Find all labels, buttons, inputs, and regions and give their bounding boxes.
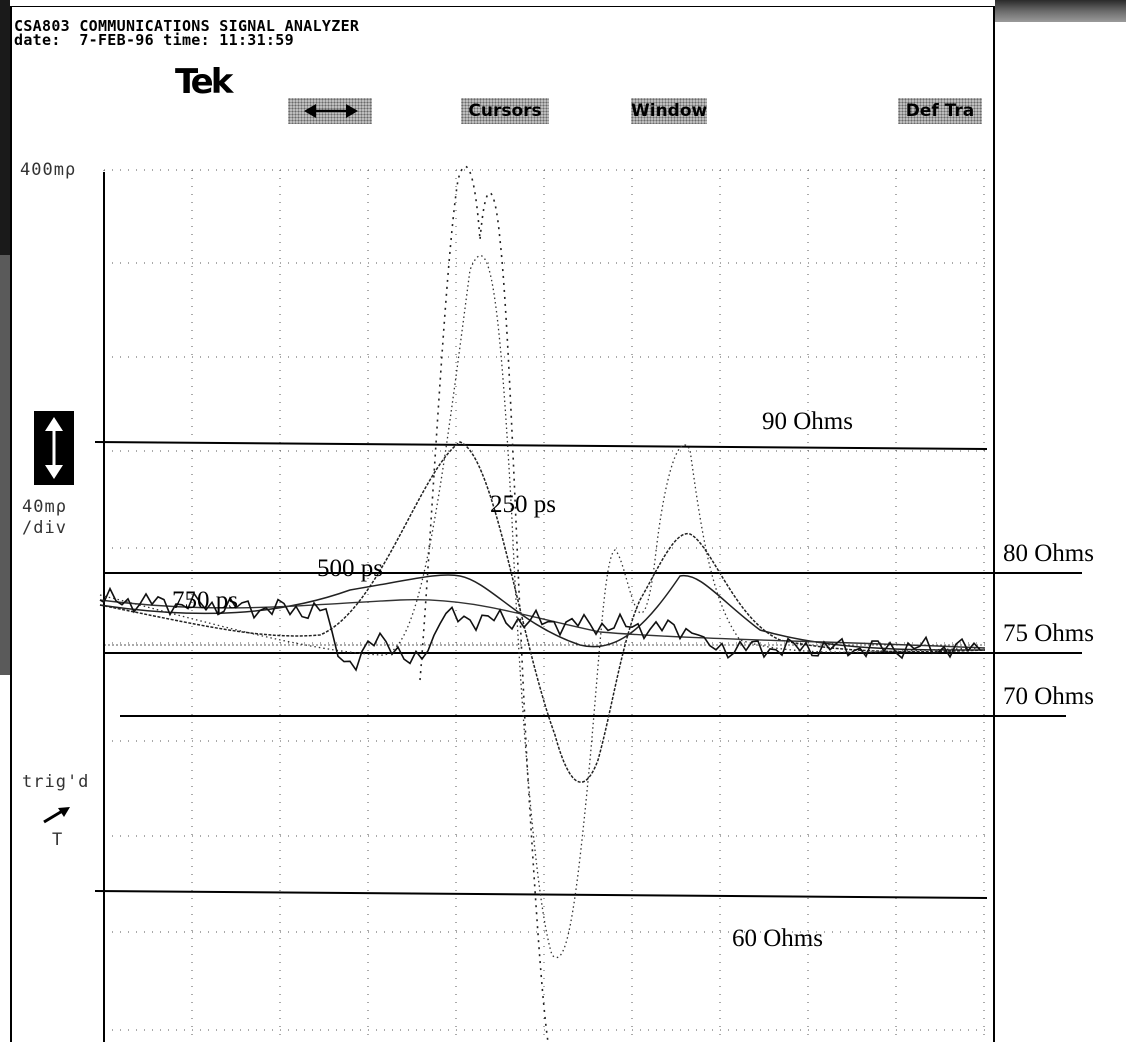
per-div-label: /div [22,518,67,538]
cursors-button[interactable]: Cursors [461,98,549,124]
horizontal-double-arrow-icon [304,104,358,118]
instrument-title: CSA803 COMMUNICATIONS SIGNAL ANALYZER [14,17,360,35]
graticule [103,169,985,1040]
vertical-double-arrow-icon [45,417,63,479]
trace-750ps [99,574,986,651]
trace-noisy [99,586,981,672]
label-750-ps: 750 ps [172,587,238,614]
label-500-ps: 500 ps [317,555,383,582]
tek-logo: Tek [175,62,233,102]
trigger-status: trig'd [22,772,90,792]
window-titlebar-fragment [995,0,1126,22]
trace-1ns [99,598,986,649]
trace-500ps [99,441,986,783]
label-250-ps: 250 ps [490,491,556,518]
window-edge-dark [0,0,10,255]
label-75-ohms: 75 Ohms [1003,620,1094,647]
ref-line-90-ohms [94,441,988,450]
window-edge-gray [0,255,10,675]
vertical-scale-control[interactable] [34,411,74,485]
trigger-arrow-icon [43,807,70,824]
tdr-traces [99,165,986,1042]
vertical-scale-readout: 40mρ [22,497,67,517]
label-80-ohms: 80 Ohms [1003,540,1094,567]
trace-overshoot [99,255,986,959]
label-60-ohms: 60 Ohms [732,925,823,952]
top-scale-readout: 400mρ [20,160,77,180]
trace-250ps [419,165,549,1042]
label-70-ohms: 70 Ohms [1003,683,1094,710]
def-tra-button[interactable]: Def Tra [898,98,982,124]
horizontal-move-button[interactable] [288,98,372,124]
window-button[interactable]: Window [631,98,707,124]
trigger-symbol: T [52,830,64,850]
impedance-reference-lines [94,441,1082,899]
date-time-line: date: 7-FEB-96 time: 11:31:59 [14,31,294,49]
label-90-ohms: 90 Ohms [762,408,853,435]
scope-screen-frame [10,6,995,1042]
